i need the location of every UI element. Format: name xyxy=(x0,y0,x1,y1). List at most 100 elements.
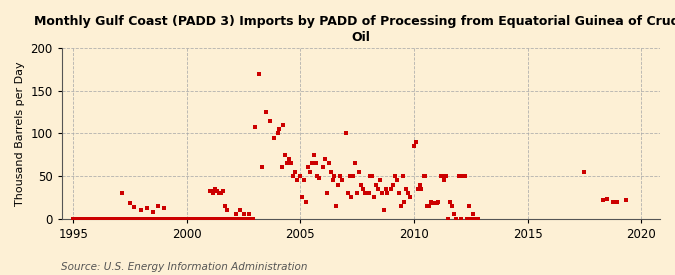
Point xyxy=(356,182,367,187)
Point xyxy=(340,131,351,136)
Point xyxy=(221,216,232,221)
Point xyxy=(465,216,476,221)
Point xyxy=(178,216,188,221)
Point xyxy=(196,216,207,221)
Point xyxy=(85,216,96,221)
Point xyxy=(213,216,224,221)
Point xyxy=(363,191,374,195)
Point xyxy=(376,191,387,195)
Point xyxy=(396,204,406,208)
Point xyxy=(441,174,452,178)
Point xyxy=(136,216,146,221)
Point xyxy=(182,216,192,221)
Point xyxy=(95,216,105,221)
Point xyxy=(164,216,175,221)
Point xyxy=(155,216,165,221)
Point xyxy=(367,174,378,178)
Point xyxy=(194,216,205,221)
Point xyxy=(126,216,137,221)
Point xyxy=(456,216,466,221)
Point xyxy=(208,191,219,195)
Point xyxy=(308,152,319,157)
Point xyxy=(278,123,289,127)
Point xyxy=(348,174,358,178)
Point xyxy=(401,187,412,191)
Point xyxy=(113,216,124,221)
Point xyxy=(279,152,290,157)
Point xyxy=(244,216,254,221)
Point xyxy=(119,216,130,221)
Point xyxy=(117,191,128,195)
Point xyxy=(142,216,153,221)
Point xyxy=(180,216,190,221)
Point xyxy=(172,216,183,221)
Point xyxy=(77,216,88,221)
Point xyxy=(299,178,310,183)
Point xyxy=(157,216,167,221)
Point xyxy=(261,110,272,114)
Point xyxy=(140,216,151,221)
Point xyxy=(240,216,251,221)
Point xyxy=(611,199,622,204)
Point xyxy=(286,161,296,166)
Point xyxy=(88,216,99,221)
Point xyxy=(145,216,156,221)
Point xyxy=(210,216,221,221)
Point xyxy=(136,208,146,212)
Point xyxy=(128,205,139,209)
Point xyxy=(346,195,357,200)
Point xyxy=(325,170,336,174)
Point xyxy=(125,201,136,205)
Point xyxy=(68,216,78,221)
Point xyxy=(238,216,249,221)
Point xyxy=(74,216,84,221)
Point xyxy=(253,71,264,76)
Point xyxy=(399,199,410,204)
Point xyxy=(217,216,228,221)
Point xyxy=(244,212,254,217)
Point xyxy=(147,216,158,221)
Point xyxy=(371,182,381,187)
Point xyxy=(132,216,143,221)
Point xyxy=(412,187,423,191)
Point xyxy=(176,216,186,221)
Point xyxy=(394,191,404,195)
Point xyxy=(132,216,143,221)
Point xyxy=(225,216,236,221)
Point xyxy=(405,195,416,200)
Point xyxy=(274,127,285,131)
Y-axis label: Thousand Barrels per Day: Thousand Barrels per Day xyxy=(15,61,25,206)
Point xyxy=(427,201,438,205)
Point xyxy=(272,131,283,136)
Point xyxy=(416,187,427,191)
Point xyxy=(426,199,437,204)
Point xyxy=(284,157,294,161)
Point xyxy=(229,216,240,221)
Point xyxy=(147,210,158,214)
Point xyxy=(219,204,230,208)
Point xyxy=(193,216,204,221)
Point xyxy=(204,189,215,194)
Point xyxy=(219,216,230,221)
Point xyxy=(97,216,107,221)
Point xyxy=(217,189,228,194)
Point xyxy=(598,198,609,202)
Point xyxy=(335,174,346,178)
Point xyxy=(234,208,245,212)
Point xyxy=(81,216,92,221)
Point xyxy=(234,216,245,221)
Point xyxy=(365,174,376,178)
Point xyxy=(215,216,226,221)
Point xyxy=(221,208,232,212)
Point xyxy=(454,174,465,178)
Point xyxy=(198,216,209,221)
Point xyxy=(98,216,109,221)
Point xyxy=(414,182,425,187)
Point xyxy=(403,191,414,195)
Point xyxy=(184,216,194,221)
Point xyxy=(333,182,344,187)
Point xyxy=(238,216,249,221)
Point xyxy=(166,216,177,221)
Point xyxy=(92,216,103,221)
Point xyxy=(72,216,82,221)
